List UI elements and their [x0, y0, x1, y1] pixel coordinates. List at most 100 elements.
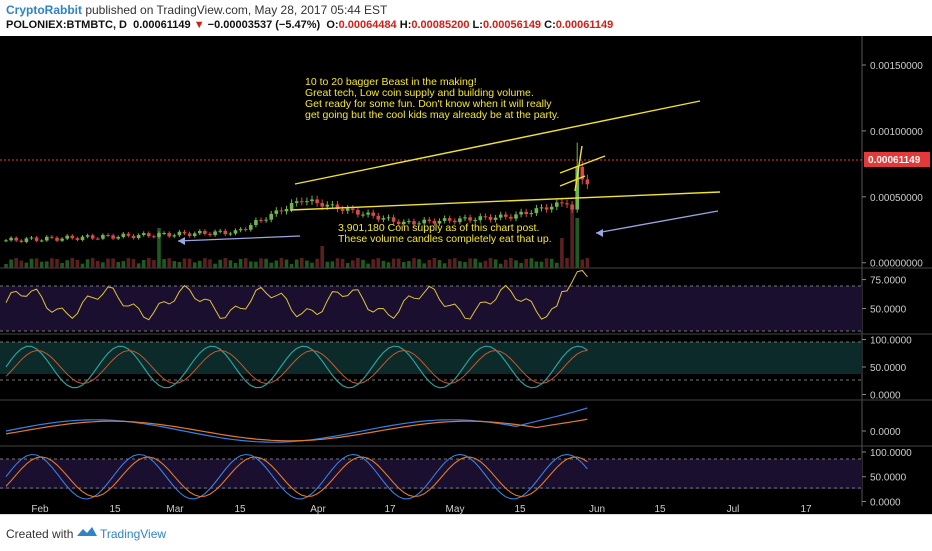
- volume-bar: [544, 258, 549, 268]
- candle-body: [85, 235, 90, 237]
- candle-body: [259, 220, 263, 222]
- candle-body: [310, 199, 314, 202]
- candle-body: [463, 217, 467, 219]
- chart-canvas[interactable]: 0.00150000 0.00100000 0.00050000 0.00000000…: [0, 36, 932, 514]
- candle-body: [269, 213, 273, 220]
- volume-bar: [442, 263, 447, 268]
- arrow-left-icon: [177, 235, 301, 242]
- volume-bar: [524, 258, 528, 268]
- candle-body: [417, 223, 421, 225]
- last-price: 0.00061149: [133, 19, 191, 31]
- volume-bar: [141, 259, 146, 268]
- volume-bar: [24, 262, 29, 268]
- candle-body: [524, 211, 528, 215]
- volume-bar: [504, 259, 508, 268]
- candle-body: [555, 202, 559, 207]
- volume-bar: [376, 258, 381, 268]
- volume-bar: [269, 262, 273, 268]
- signal-line: [5, 418, 588, 442]
- candle-body: [9, 237, 13, 241]
- candle-body: [55, 237, 59, 241]
- volume-bar: [529, 258, 534, 268]
- trend-line: [289, 191, 721, 211]
- volume-bar: [585, 258, 590, 268]
- volume-bar: [90, 258, 95, 268]
- candle-body: [126, 233, 131, 236]
- candle-body: [386, 217, 391, 219]
- chart-header: CryptoRabbit published on TradingView.co…: [0, 0, 932, 36]
- volume-bar: [555, 262, 559, 268]
- rsi-tick-label: 75.0000: [870, 276, 907, 287]
- down-arrow-icon: ▼: [193, 19, 205, 31]
- volume-bar: [351, 260, 355, 268]
- volume-bar: [116, 262, 120, 268]
- last-price-tag: [864, 152, 930, 167]
- volume-bar: [509, 258, 513, 268]
- candle-body: [203, 230, 207, 234]
- volume-bar: [447, 259, 452, 268]
- trend-line: [294, 100, 701, 185]
- candle-body: [131, 235, 136, 239]
- candle-body: [560, 202, 564, 204]
- trend-drawings: [177, 100, 721, 245]
- volume-bar: [111, 258, 115, 268]
- candle-body: [345, 208, 350, 211]
- candle-body: [279, 210, 284, 212]
- high-value: 0.00085200: [411, 19, 470, 31]
- volume-bar: [157, 228, 161, 268]
- volume-bar: [381, 260, 386, 268]
- created-with-label: Created with: [6, 527, 74, 541]
- volume-bar: [335, 258, 340, 268]
- candle-body: [121, 233, 126, 237]
- volume-bar: [340, 258, 345, 268]
- stoch-d-line: [5, 456, 588, 498]
- candle-body: [34, 237, 39, 241]
- candle-body: [504, 214, 508, 217]
- candle-body: [305, 201, 309, 203]
- volume-bar: [305, 260, 309, 268]
- high-label: H:: [399, 19, 412, 31]
- candle-body: [152, 236, 156, 238]
- volume-bar: [417, 259, 421, 268]
- candle-body: [458, 218, 462, 223]
- last-price-tag-text: 0.00061149: [868, 155, 921, 166]
- published-text: published on TradingView.com, May 28, 20…: [82, 3, 388, 17]
- volume-bar: [55, 258, 59, 268]
- candle-body: [453, 220, 457, 223]
- candle-body: [249, 225, 253, 230]
- candle-body: [65, 235, 69, 239]
- candle-body: [90, 235, 95, 239]
- candle-body: [565, 203, 569, 205]
- volume-bar: [203, 258, 207, 268]
- candle-body: [361, 214, 365, 216]
- tradingview-link[interactable]: TradingView: [100, 527, 167, 541]
- volume-bar: [330, 261, 335, 268]
- volume-bar: [65, 260, 69, 268]
- author-link[interactable]: CryptoRabbit: [6, 3, 82, 17]
- chart-area[interactable]: 0.00150000 0.00100000 0.00050000 0.00000000…: [0, 36, 932, 514]
- volume-bar: [60, 263, 64, 268]
- volume-bar: [29, 258, 34, 268]
- volume-bar: [310, 262, 314, 268]
- candle-body: [111, 235, 115, 239]
- candle-body: [294, 201, 299, 203]
- candle-body: [254, 220, 258, 226]
- osc-tick-label: 50.0000: [870, 363, 907, 374]
- volume-bar: [539, 261, 544, 268]
- candle-body: [402, 221, 406, 225]
- volume-bar: [80, 263, 85, 268]
- arrow-left-icon: [596, 229, 603, 237]
- arrow-left-icon: [178, 237, 185, 245]
- volume-bar: [458, 261, 462, 268]
- candle-body: [376, 215, 381, 220]
- date-tick-label: 17: [800, 504, 812, 514]
- volume-bar: [560, 238, 564, 268]
- candle-body: [442, 218, 447, 221]
- volume-bar: [167, 258, 171, 268]
- volume-bar: [514, 260, 518, 268]
- arrow-left-icon: [595, 210, 719, 234]
- volume-bar: [177, 262, 182, 268]
- volume-bar: [218, 259, 222, 268]
- candle-body: [39, 240, 44, 242]
- volume-bar: [386, 262, 391, 268]
